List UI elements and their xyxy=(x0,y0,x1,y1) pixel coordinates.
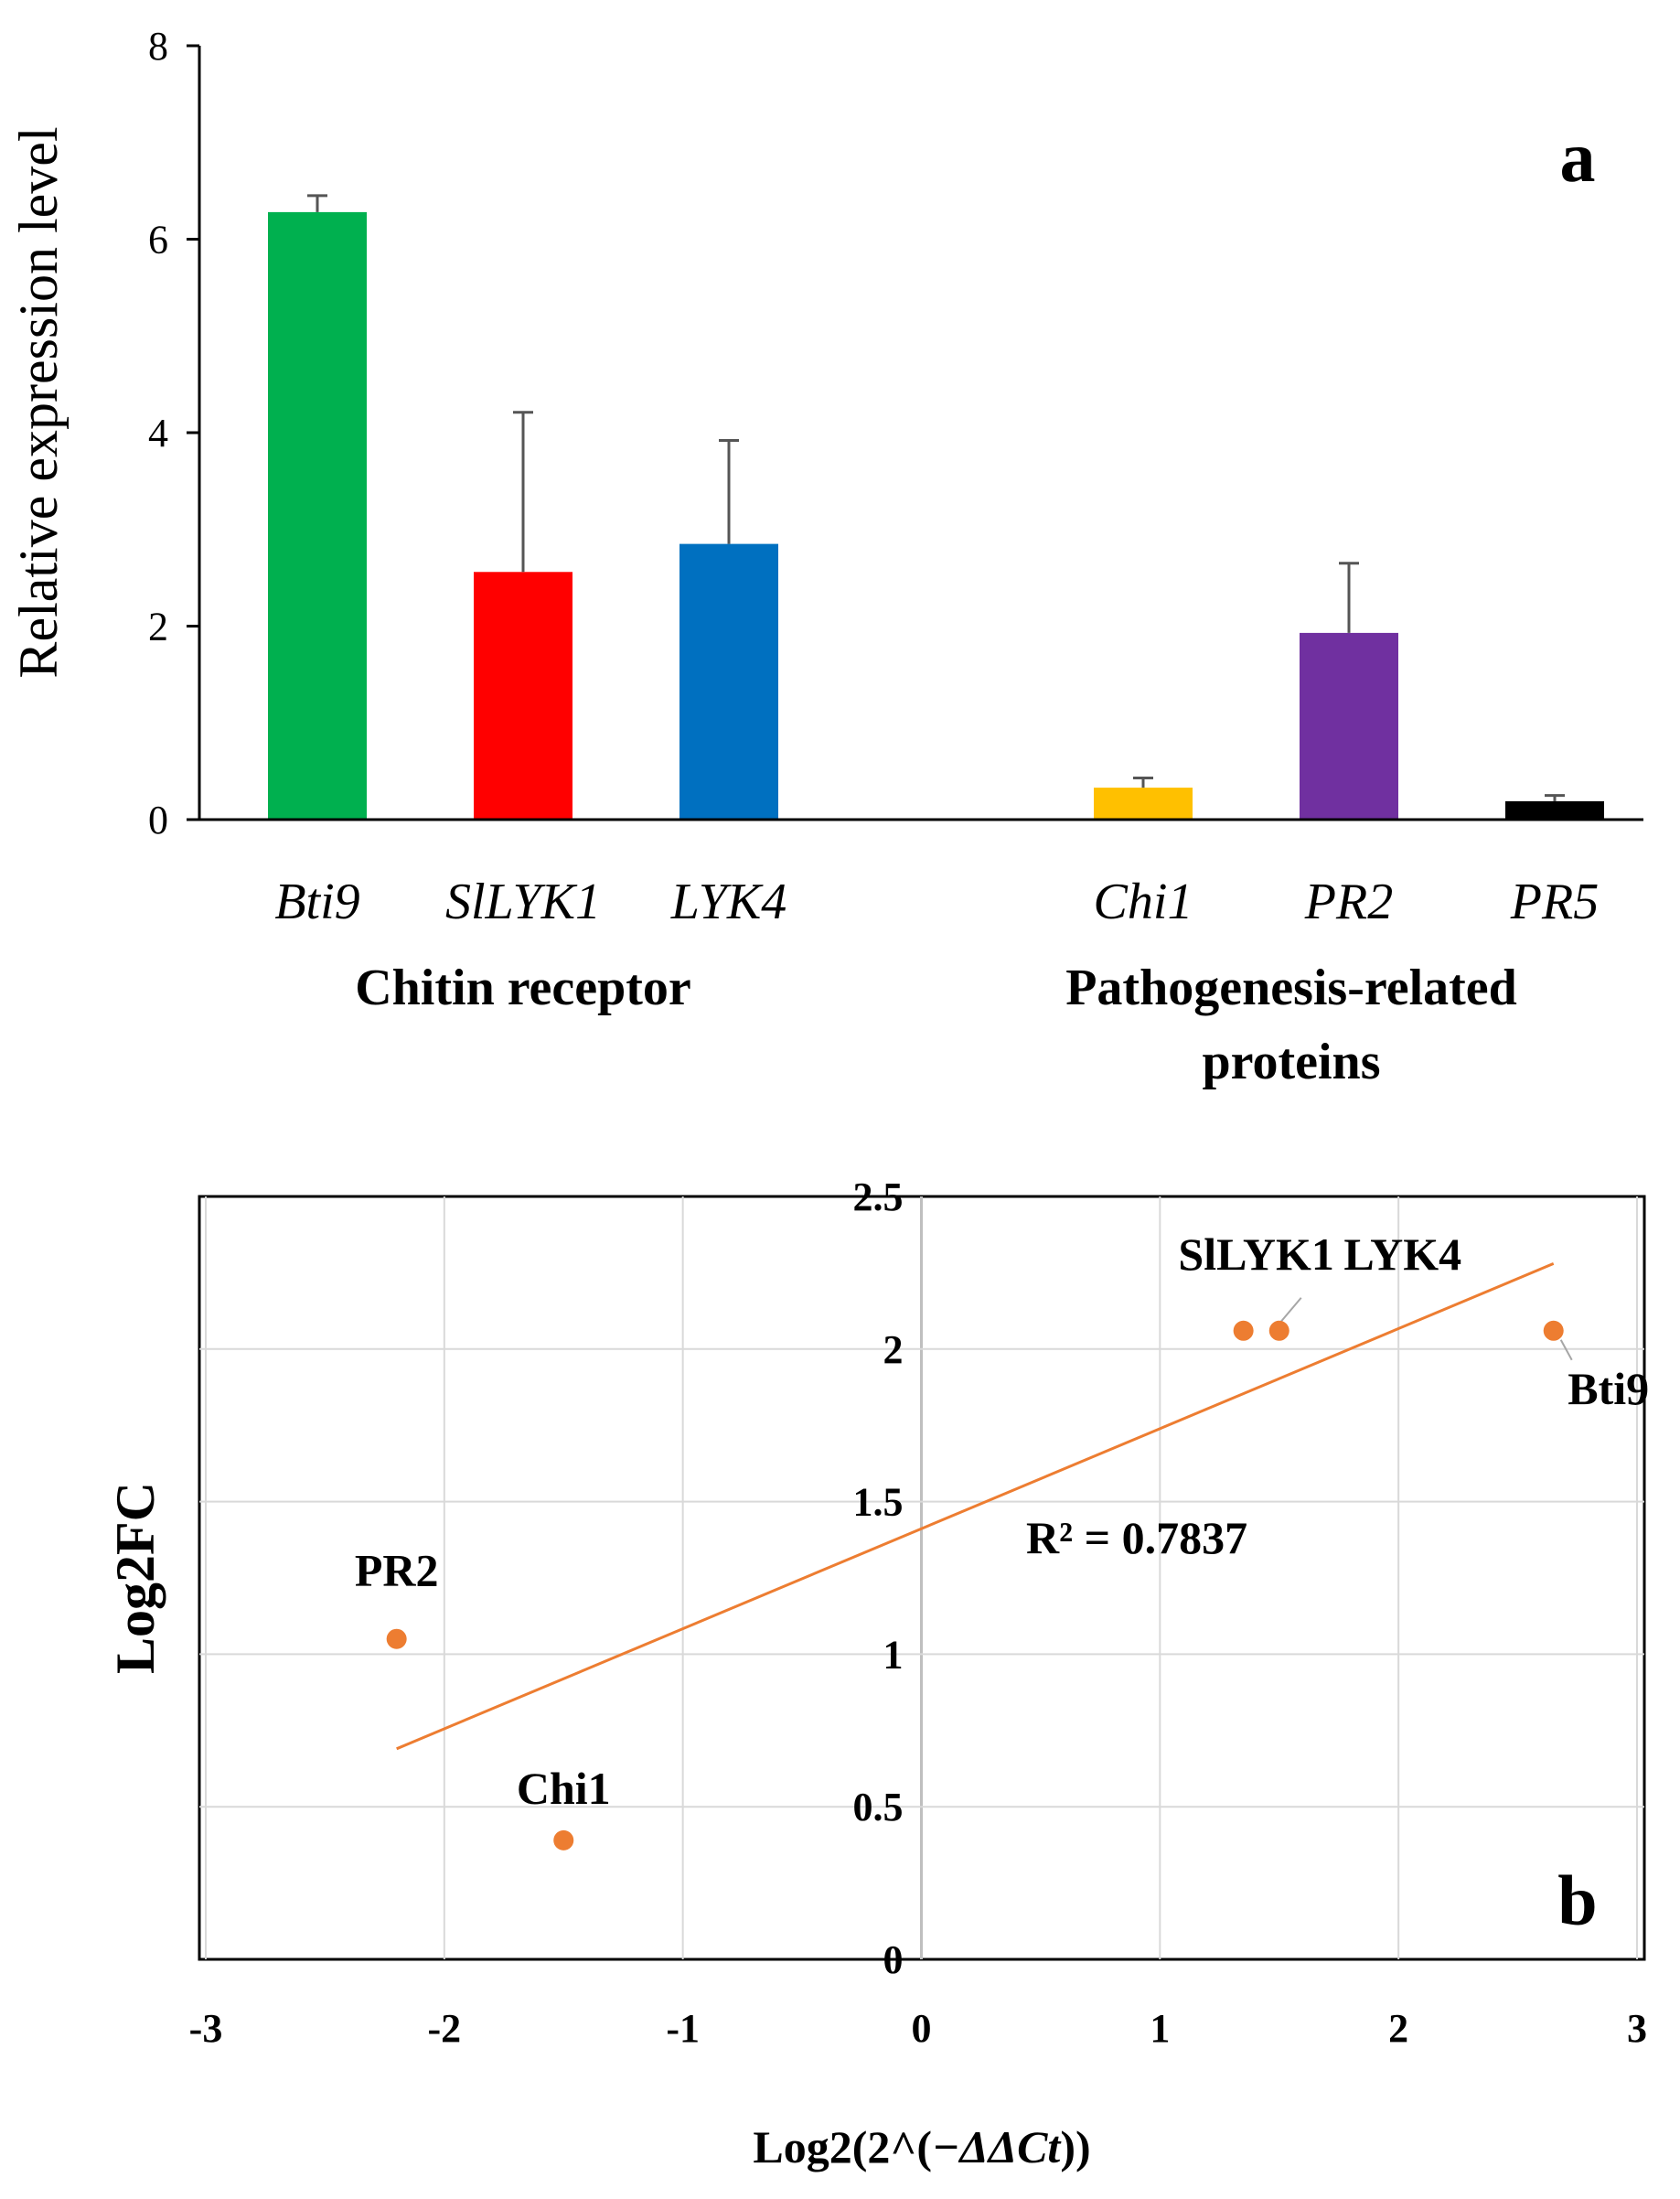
x-tick-label: 2 xyxy=(1388,2006,1408,2051)
panel-label-b: b xyxy=(1557,1861,1597,1940)
y-axis-label: Relative expression level xyxy=(8,126,69,678)
y-axis-ticks: 0 2 4 6 8 xyxy=(148,24,199,842)
point-sllyk1 xyxy=(1233,1320,1254,1341)
bar-sllyk1 xyxy=(474,572,572,820)
bar-bti9 xyxy=(268,211,367,820)
x-axis-label-italic: −ΔΔCt xyxy=(932,2121,1062,2172)
x-axis-label-prefix: Log2(2^( xyxy=(753,2121,932,2172)
group-label: proteins xyxy=(1203,1034,1381,1090)
bar-pr2 xyxy=(1300,632,1398,820)
y-tick-label: 4 xyxy=(148,411,168,456)
y-tick-label: 0 xyxy=(148,798,168,842)
category-label: Chi1 xyxy=(1094,874,1193,930)
point-labels: PR2 Chi1 SlLYK1 LYK4 Bti9 xyxy=(355,1228,1649,1814)
group-label: Chitin receptor xyxy=(355,960,691,1016)
y-tick-label: 2 xyxy=(883,1327,904,1372)
x-axis-label-suffix: )) xyxy=(1060,2121,1090,2172)
x-tick-label: 3 xyxy=(1627,2006,1647,2051)
point-bti9 xyxy=(1543,1320,1564,1341)
x-tick-label: 1 xyxy=(1150,2006,1170,2051)
bar-chi1 xyxy=(1094,788,1193,820)
y-tick-label: 2.5 xyxy=(853,1175,904,1219)
category-labels: Bti9 SlLYK1 LYK4 Chi1 PR2 PR5 xyxy=(274,874,1599,930)
panel-label-a: a xyxy=(1560,117,1596,197)
gridlines xyxy=(199,1196,1644,1959)
point-label: SlLYK1 xyxy=(1178,1228,1333,1280)
scatter-chart-panel-b: -3 -2 -1 0 1 2 3 0 0.5 1 1.5 2 2.5 PR2 Chi1 SlLYK1 LYK4… xyxy=(105,1175,1649,2172)
y-tick-label: 6 xyxy=(148,218,168,263)
point-label: LYK4 xyxy=(1343,1228,1461,1280)
point-lyk4 xyxy=(1268,1320,1289,1341)
point-label: PR2 xyxy=(355,1545,439,1596)
point-label: Bti9 xyxy=(1568,1363,1649,1414)
bar-series xyxy=(268,211,1604,820)
category-label: PR5 xyxy=(1510,874,1599,930)
axis-tick-labels: -3 -2 -1 0 1 2 3 0 0.5 1 1.5 2 2.5 xyxy=(189,1175,1647,2051)
point-label: Chi1 xyxy=(517,1763,611,1814)
bar-pr5 xyxy=(1505,800,1604,820)
y-tick-label: 1 xyxy=(883,1632,904,1677)
y-tick-label: 2 xyxy=(148,605,168,649)
category-label: Bti9 xyxy=(274,874,359,930)
bar-lyk4 xyxy=(679,543,778,820)
y-axis-label: Log2FC xyxy=(105,1482,166,1674)
leader-line xyxy=(1279,1297,1302,1323)
y-tick-label: 1.5 xyxy=(853,1480,904,1525)
x-tick-label: -2 xyxy=(428,2006,462,2051)
label-leader-lines xyxy=(1279,1297,1573,1361)
point-pr2 xyxy=(386,1628,407,1649)
r-squared-label: R² = 0.7837 xyxy=(1026,1512,1247,1563)
group-labels: Chitin receptor Pathogenesis-related prote… xyxy=(355,960,1517,1090)
scatter-points xyxy=(386,1320,1564,1850)
error-bars xyxy=(307,194,1565,801)
leader-line xyxy=(1559,1339,1573,1361)
category-label: SlLYK1 xyxy=(445,874,601,930)
trendline xyxy=(396,1262,1555,1751)
point-chi1 xyxy=(553,1829,574,1850)
category-label: PR2 xyxy=(1304,874,1393,930)
x-axis-label: Log2(2^(−ΔΔCt)) xyxy=(753,2121,1090,2172)
y-tick-label: 8 xyxy=(148,24,168,69)
x-tick-label: -3 xyxy=(189,2006,223,2051)
y-tick-label: 0.5 xyxy=(853,1785,904,1829)
x-tick-label: -1 xyxy=(666,2006,700,2051)
bar-chart-panel-a: 0 2 4 6 8 Bti9 SlLYK1 LYK4 Chi1 PR2 PR5 Chitin re… xyxy=(8,24,1643,1090)
y-tick-label: 0 xyxy=(883,1937,904,1982)
category-label: LYK4 xyxy=(670,874,787,930)
group-label: Pathogenesis-related xyxy=(1065,960,1517,1016)
x-tick-label: 0 xyxy=(912,2006,932,2051)
